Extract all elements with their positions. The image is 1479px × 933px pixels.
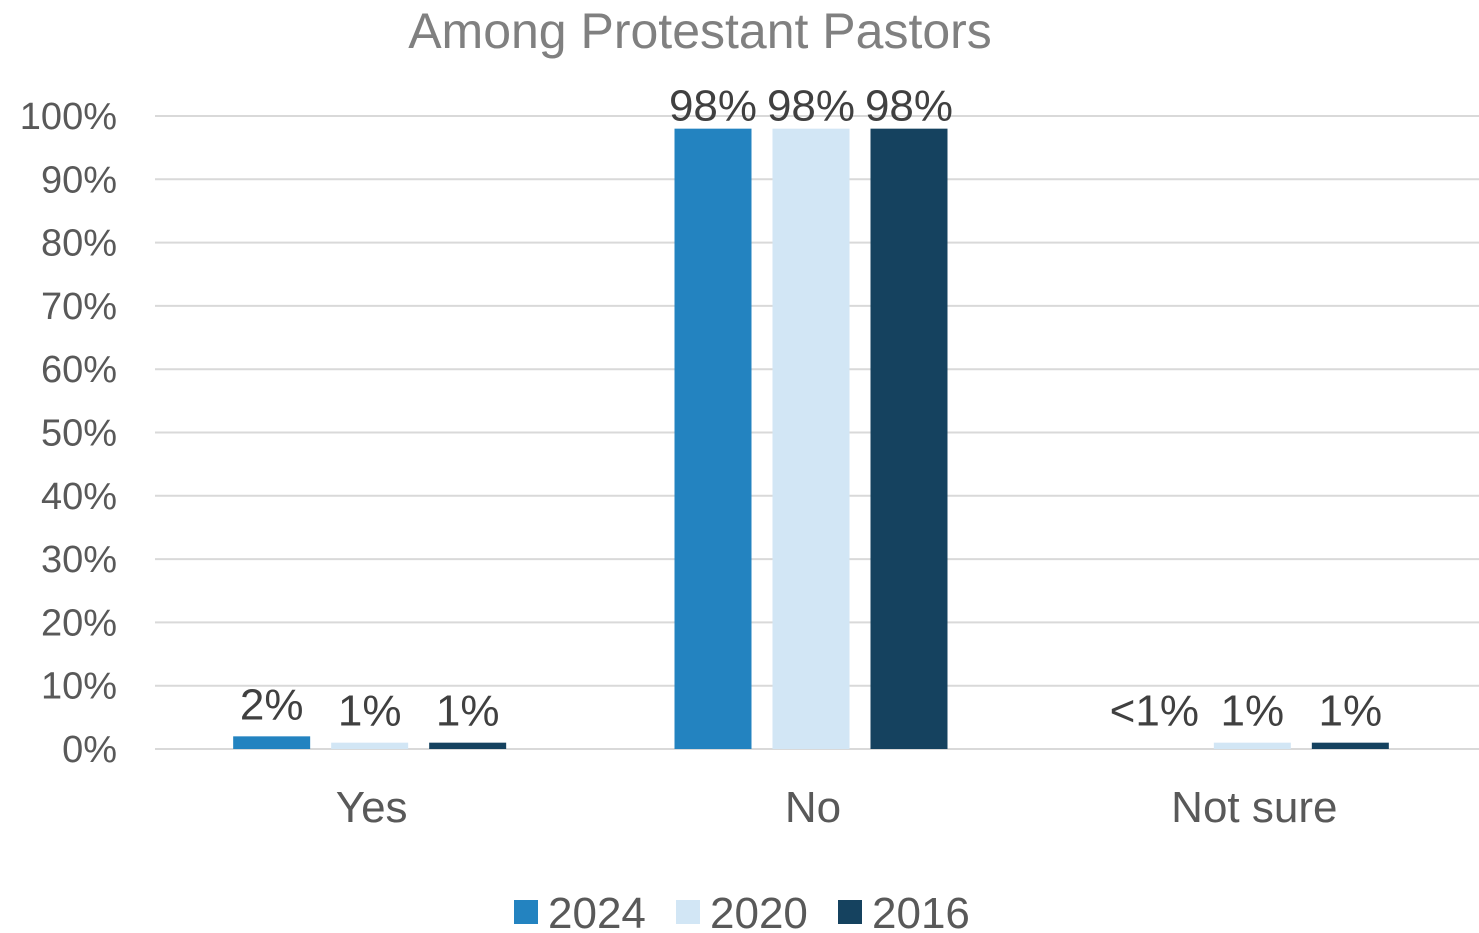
x-category-label: No [785,783,841,832]
legend-label: 2016 [872,889,970,933]
data-label: 2% [240,680,304,729]
bar-2016-yes [429,742,507,749]
legend-swatch [676,900,700,924]
y-tick-label: 70% [41,286,117,328]
y-tick-label: 40% [41,476,117,518]
legend: 2024 2020 2016 [514,889,970,933]
y-tick-label: 20% [41,602,117,644]
data-label: <1% [1110,687,1199,736]
y-tick-label: 0% [62,729,117,771]
data-label: 1% [1221,687,1285,736]
y-tick-label: 80% [41,223,117,265]
bar-2024-yes [233,736,311,749]
bar-2020-no [772,128,850,749]
x-axis-categories: Yes No Not sure [336,783,1338,832]
data-label: 1% [436,687,500,736]
bars [233,128,1389,749]
y-tick-label: 50% [41,413,117,455]
data-labels: 2% 1% 1%98% 98% 98%<1% 1% 1% [240,82,1382,736]
data-label: 1% [338,687,402,736]
legend-label: 2020 [710,889,808,933]
legend-swatch [838,900,862,924]
bar-2016-not-sure [1311,742,1389,749]
data-label: 1% [1319,687,1383,736]
y-axis-ticks: 0% 10% 20% 30% 40% 50% 60% 70% 80% 90% 100% [20,96,117,771]
legend-label: 2024 [548,889,646,933]
x-category-label: Yes [336,783,408,832]
bar-2020-not-sure [1213,742,1291,749]
y-tick-label: 60% [41,349,117,391]
y-tick-label: 90% [41,159,117,201]
legend-swatch [514,900,538,924]
x-category-label: Not sure [1171,783,1337,832]
chart-title: Among Protestant Pastors [408,3,992,59]
y-tick-label: 30% [41,539,117,581]
y-tick-label: 10% [41,666,117,708]
data-label: 98% [767,82,855,131]
data-label: 98% [865,82,953,131]
data-label: 98% [669,82,757,131]
bar-2024-no [674,128,752,749]
bar-2016-no [870,128,948,749]
y-tick-label: 100% [20,96,117,138]
bar-2020-yes [331,742,409,749]
